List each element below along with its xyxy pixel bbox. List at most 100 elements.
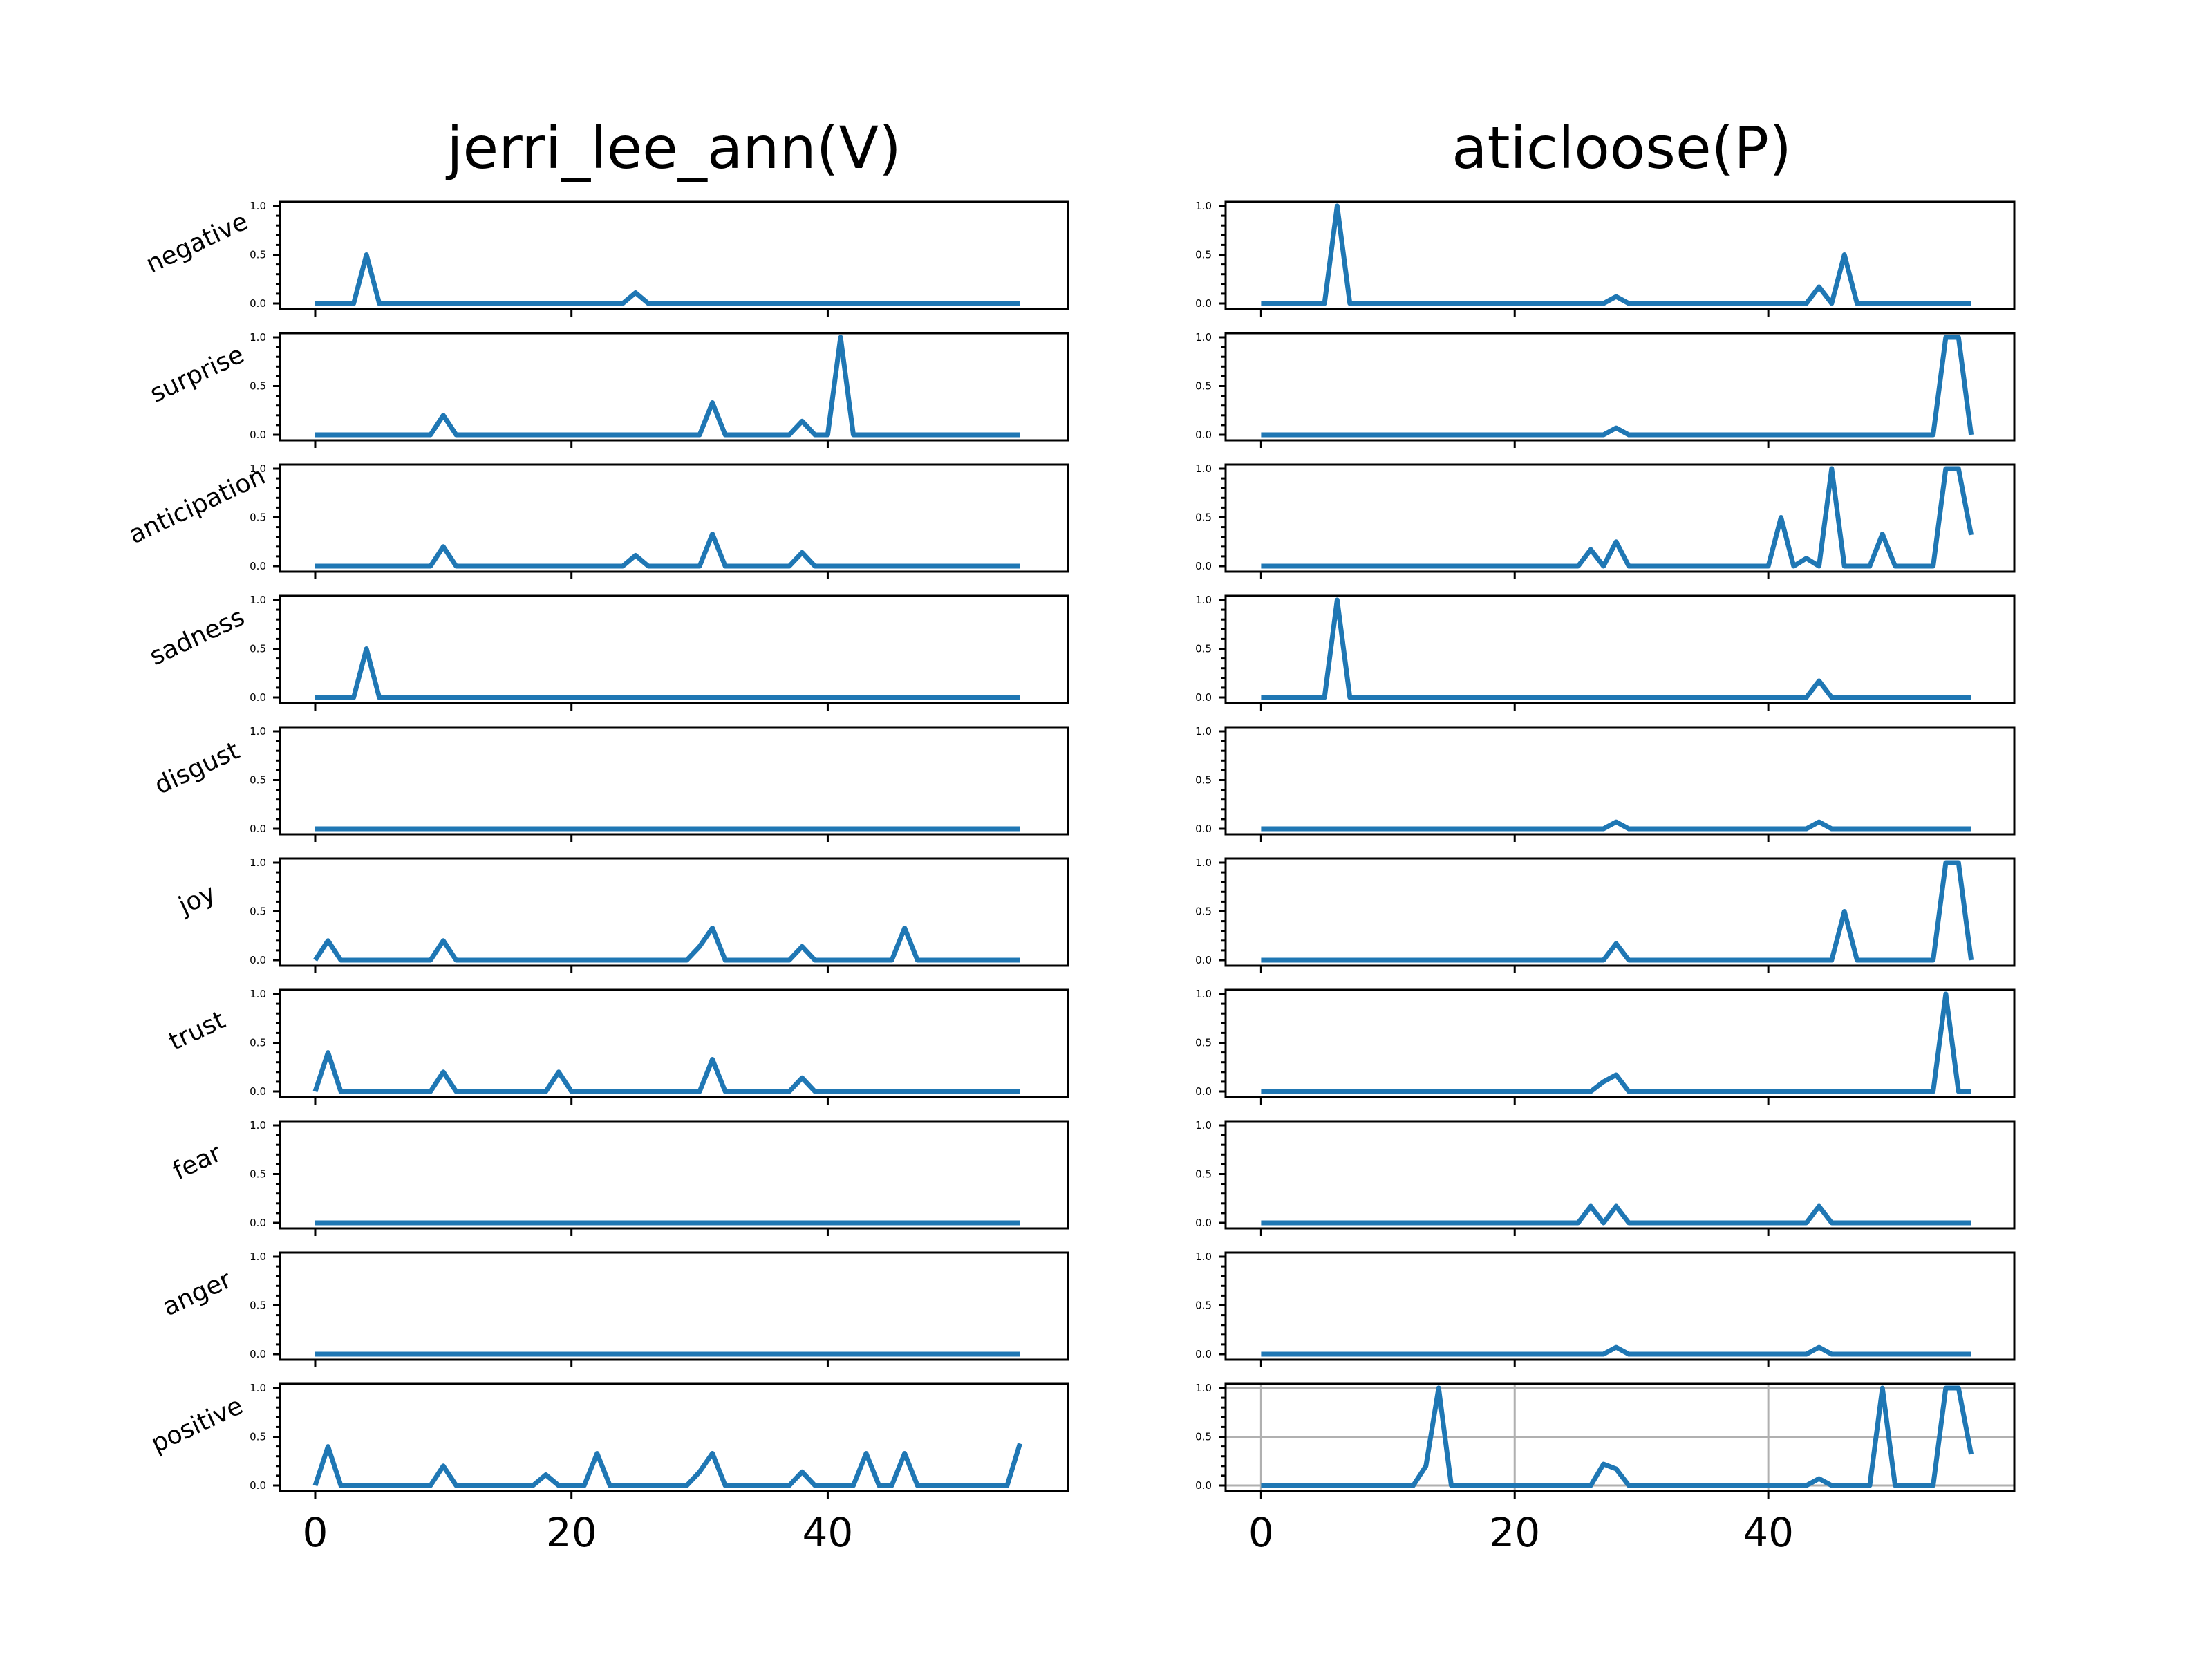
y-tick-label-right-trust-0: 0.0 [1195,1085,1212,1098]
x-tick-label-right-1: 20 [1489,1509,1540,1556]
y-tick-label-right-disgust-0: 0.0 [1195,823,1212,835]
y-tick-label-left-trust-2: 1.0 [250,988,266,1000]
y-tick-label-right-fear-2: 1.0 [1195,1119,1212,1132]
y-tick-label-right-joy-0: 0.0 [1195,954,1212,966]
x-tick-label-left-0: 0 [303,1509,328,1556]
series-line-left-trust [312,1050,1020,1094]
row-label-negative: negative [142,207,252,279]
axes-frame-right-anger [1224,1251,2016,1361]
row-label-trust: trust [165,1006,229,1056]
y-tick-label-right-sadness-1: 0.5 [1195,643,1212,655]
axes-frame-left-anger [279,1251,1069,1361]
y-tick-label-left-surprise-2: 1.0 [250,331,266,344]
axes-frame-left-joy [279,857,1069,967]
y-tick-label-right-sadness-0: 0.0 [1195,691,1212,704]
y-tick-label-left-anger-0: 0.0 [250,1348,266,1360]
y-tick-label-right-fear-0: 0.0 [1195,1217,1212,1229]
y-tick-label-left-surprise-1: 0.5 [250,380,266,393]
y-tick-label-right-trust-2: 1.0 [1195,988,1212,1000]
x-tick-label-left-2: 40 [803,1509,854,1556]
row-label-fear: fear [169,1139,225,1186]
series-line-left-anticipation [315,532,1020,569]
y-tick-label-right-positive-2: 1.0 [1195,1382,1212,1394]
y-tick-label-right-trust-1: 0.5 [1195,1037,1212,1049]
row-label-sadness: sadness [145,603,249,671]
y-tick-label-right-negative-1: 0.5 [1195,249,1212,261]
y-tick-label-left-joy-1: 0.5 [250,906,266,918]
x-tick-label-right-0: 0 [1248,1509,1274,1556]
y-tick-label-left-sadness-1: 0.5 [250,643,266,655]
y-tick-label-left-trust-0: 0.0 [250,1085,266,1098]
y-tick-label-left-fear-1: 0.5 [250,1168,266,1181]
row-label-anger: anger [158,1266,236,1322]
y-tick-label-left-disgust-2: 1.0 [250,725,266,738]
y-tick-label-left-negative-1: 0.5 [250,249,266,261]
y-tick-label-left-joy-2: 1.0 [250,856,266,869]
x-tick-label-right-2: 40 [1743,1509,1794,1556]
y-tick-label-left-disgust-0: 0.0 [250,823,266,835]
y-tick-label-right-anger-2: 1.0 [1195,1250,1212,1263]
row-label-positive: positive [147,1391,247,1459]
y-tick-label-left-surprise-0: 0.0 [250,429,266,441]
y-tick-label-left-anger-1: 0.5 [250,1300,266,1312]
x-tick-label-left-1: 20 [546,1509,597,1556]
series-line-right-sadness [1261,597,1971,700]
series-line-right-negative [1261,203,1971,306]
series-line-left-surprise [315,335,1020,438]
y-tick-label-left-positive-1: 0.5 [250,1431,266,1443]
axes-frame-left-anticipation [279,463,1069,573]
series-line-left-positive [312,1443,1022,1488]
y-tick-label-left-negative-2: 1.0 [250,200,266,212]
series-line-right-anticipation [1261,466,1974,569]
y-tick-label-right-disgust-1: 0.5 [1195,774,1212,787]
axes-frame-left-negative [279,200,1069,310]
right-column-title: aticloose(P) [1452,114,1792,182]
axes-frame-left-disgust [279,726,1069,836]
series-line-right-joy [1261,860,1974,963]
axes-frame-left-fear [279,1120,1069,1230]
y-tick-label-left-sadness-0: 0.0 [250,691,266,704]
y-tick-label-right-surprise-2: 1.0 [1195,331,1212,344]
y-tick-label-left-anticipation-2: 1.0 [250,462,266,475]
row-label-surprise: surprise [146,340,249,408]
y-tick-label-right-negative-0: 0.0 [1195,297,1212,310]
y-tick-label-right-fear-1: 0.5 [1195,1168,1212,1181]
left-column-title: jerri_lee_ann(V) [445,114,901,182]
series-line-right-surprise [1261,335,1974,438]
y-tick-label-left-negative-0: 0.0 [250,297,266,310]
y-tick-label-right-joy-2: 1.0 [1195,856,1212,869]
y-tick-label-left-anger-2: 1.0 [250,1250,266,1263]
series-line-right-positive [1261,1385,1974,1488]
y-tick-label-left-joy-0: 0.0 [250,954,266,966]
axes-frame-left-trust [279,988,1069,1098]
axes-frame-right-disgust [1224,726,2016,836]
y-tick-label-left-sadness-2: 1.0 [250,594,266,606]
series-line-right-trust [1261,991,1971,1094]
y-tick-label-right-sadness-2: 1.0 [1195,594,1212,606]
y-tick-label-left-positive-0: 0.0 [250,1479,266,1492]
y-tick-label-left-disgust-1: 0.5 [250,774,266,787]
y-tick-label-right-surprise-1: 0.5 [1195,380,1212,393]
row-label-joy: joy [174,879,220,921]
y-tick-label-left-positive-2: 1.0 [250,1382,266,1394]
axes-frame-right-surprise [1224,332,2016,442]
y-tick-label-left-anticipation-1: 0.5 [250,512,266,524]
y-tick-label-right-anticipation-1: 0.5 [1195,512,1212,524]
row-label-disgust: disgust [150,736,243,800]
y-tick-label-right-negative-2: 1.0 [1195,200,1212,212]
y-tick-label-right-anger-0: 0.0 [1195,1348,1212,1360]
axes-frame-left-sadness [279,594,1069,704]
series-line-left-sadness [315,646,1020,700]
series-line-left-negative [315,252,1020,306]
subplot-grid: 0.00.51.0negative0.00.51.0surprise0.00.5… [124,200,2016,1556]
y-tick-label-right-positive-0: 0.0 [1195,1479,1212,1492]
series-line-right-disgust [1261,819,1971,832]
row-label-anticipation: anticipation [124,462,270,550]
y-tick-label-left-fear-0: 0.0 [250,1217,266,1229]
y-tick-label-right-anticipation-0: 0.0 [1195,560,1212,572]
axes-frame-left-surprise [279,332,1069,442]
y-tick-label-right-disgust-2: 1.0 [1195,725,1212,738]
axes-frame-left-positive [279,1382,1069,1492]
y-tick-label-right-joy-1: 0.5 [1195,906,1212,918]
